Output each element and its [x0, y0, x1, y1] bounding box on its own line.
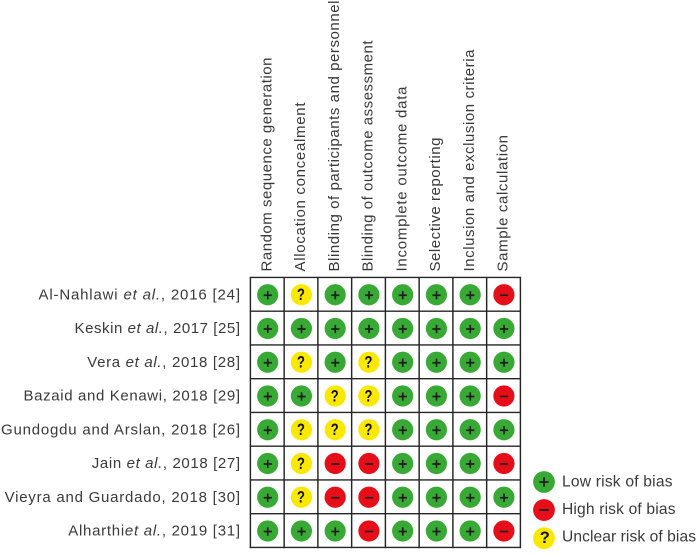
svg-text:Unclear risk of bias: Unclear risk of bias [562, 529, 696, 546]
svg-text:Incomplete outcome data: Incomplete outcome data [393, 86, 410, 272]
svg-text:Sample calculation: Sample calculation [495, 135, 512, 272]
svg-text:Low risk of bias: Low risk of bias [562, 473, 673, 490]
svg-text:Inclusion and exclusion criter: Inclusion and exclusion criteria [461, 49, 478, 272]
svg-text:Vieyra and Guardado, 2018 [30]: Vieyra and Guardado, 2018 [30] [5, 489, 240, 506]
svg-text:Selective reporting: Selective reporting [427, 138, 444, 272]
svg-text:?: ? [364, 388, 372, 406]
svg-text:?: ? [364, 354, 372, 372]
svg-text:High risk of bias: High risk of bias [562, 501, 676, 518]
svg-text:?: ? [297, 489, 305, 507]
svg-text:Jain et al., 2018 [27]: Jain et al., 2018 [27] [92, 455, 240, 472]
svg-text:?: ? [297, 354, 305, 372]
svg-text:Random sequence generation: Random sequence generation [258, 58, 275, 272]
svg-text:Blinding of participants and p: Blinding of participants and personnel [326, 1, 343, 272]
svg-text:Vera et al., 2018 [28]: Vera et al., 2018 [28] [87, 354, 240, 371]
svg-text:Keskin et al., 2017 [25]: Keskin et al., 2017 [25] [75, 320, 241, 337]
svg-text:Al-Nahlawi et al., 2016 [24]: Al-Nahlawi et al., 2016 [24] [39, 286, 241, 303]
svg-text:?: ? [297, 422, 305, 440]
svg-text:?: ? [331, 388, 339, 406]
svg-text:Blinding of outcome assessment: Blinding of outcome assessment [360, 40, 377, 272]
svg-text:?: ? [297, 456, 305, 474]
svg-text:Alharthiet al., 2019 [31]: Alharthiet al., 2019 [31] [68, 523, 240, 540]
svg-text:?: ? [364, 422, 372, 440]
svg-text:?: ? [331, 422, 339, 440]
svg-text:?: ? [540, 529, 550, 547]
svg-text:Allocation concealment: Allocation concealment [292, 102, 309, 272]
svg-text:Bazaid and Kenawi, 2018 [29]: Bazaid and Kenawi, 2018 [29] [24, 388, 241, 405]
svg-text:Gundogdu and Arslan, 2018 [26]: Gundogdu and Arslan, 2018 [26] [1, 421, 240, 438]
svg-text:?: ? [297, 287, 305, 305]
